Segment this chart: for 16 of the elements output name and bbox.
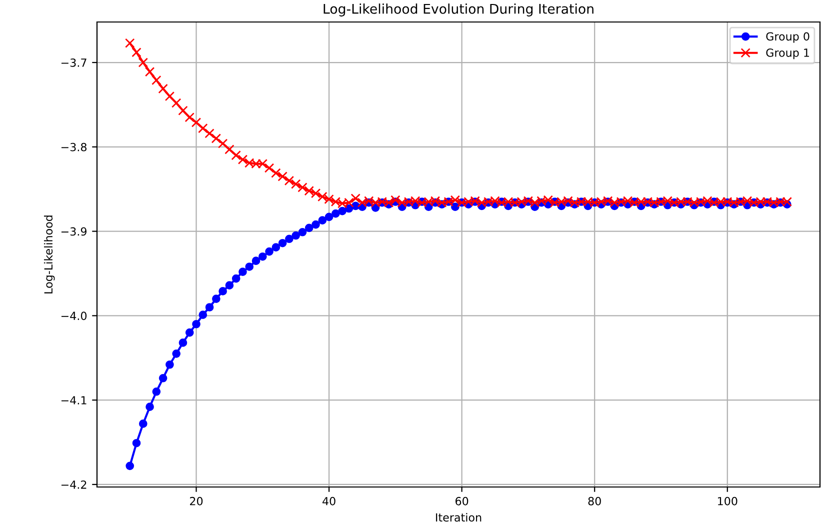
y-tick-label: −4.1: [61, 396, 86, 404]
y-tick-label: −3.9: [61, 227, 86, 236]
y-tick-label: −4.0: [61, 312, 87, 320]
x-axis-title: Iteration: [436, 513, 482, 522]
chart-title: Log-Likelihood Evolution During Iteration: [324, 4, 594, 16]
x-tick-label: 60: [456, 496, 468, 506]
legend-label: Group 0: [766, 32, 810, 43]
y-tick-label: −3.7: [61, 58, 86, 67]
x-tick-label: 40: [322, 496, 336, 506]
y-tick-label: −3.8: [61, 142, 87, 152]
y-axis-title: Log-Likelihood: [44, 216, 55, 294]
y-tick-label: −4.2: [61, 480, 86, 489]
x-tick-label: 80: [588, 496, 601, 506]
x-tick-label: 20: [190, 496, 203, 506]
x-tick-label: 100: [718, 496, 738, 506]
legend-label: Group 1: [766, 48, 809, 60]
